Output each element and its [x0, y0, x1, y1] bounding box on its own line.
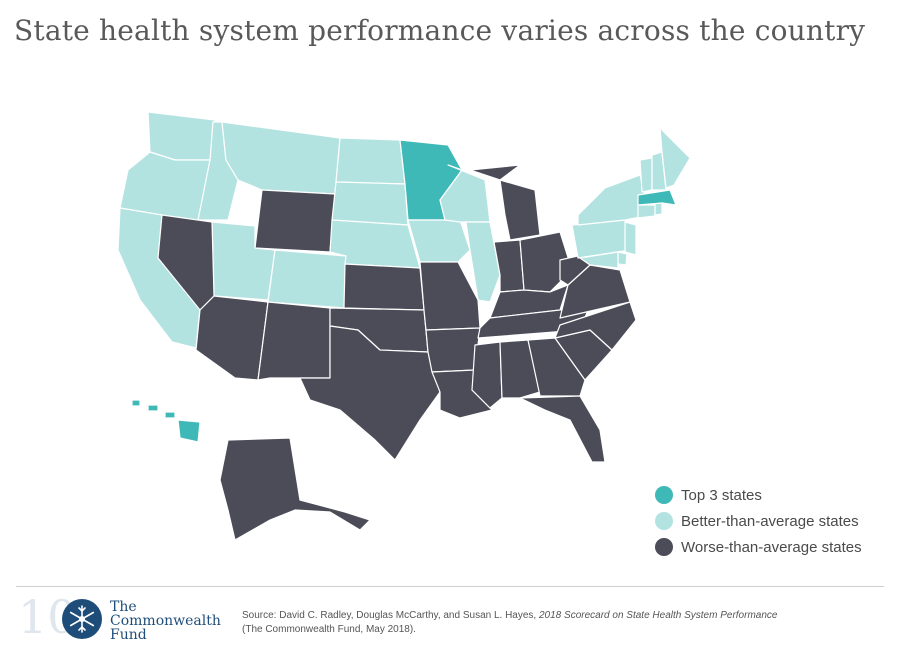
- state-al: [499, 339, 541, 399]
- state-sd: [331, 181, 409, 226]
- state-ia: [407, 219, 471, 263]
- state-ks: [343, 263, 425, 311]
- logo-name-line2: Commonwealth: [110, 613, 221, 629]
- state-me: [659, 127, 691, 189]
- state-ct: [637, 204, 656, 219]
- logo-medallion: [62, 599, 102, 639]
- legend-swatch-worse: [655, 538, 673, 556]
- state-tx: [299, 325, 441, 461]
- commonwealth-fund-logo: 10 The Commonwealth Fund: [18, 594, 228, 644]
- state-mo: [419, 261, 481, 331]
- state-ar: [425, 327, 481, 373]
- legend-swatch-top: [655, 486, 673, 504]
- legend-swatch-better: [655, 512, 673, 530]
- legend-item-top: Top 3 states: [655, 482, 862, 508]
- state-mi: [469, 164, 541, 241]
- legend: Top 3 states Better-than-average states …: [655, 482, 862, 560]
- legend-label-top: Top 3 states: [681, 486, 762, 504]
- state-co: [267, 249, 347, 309]
- state-ms: [471, 341, 503, 409]
- state-md: [579, 251, 619, 269]
- state-nj: [624, 221, 637, 256]
- legend-label-better: Better-than-average states: [681, 512, 859, 530]
- state-ri: [654, 202, 663, 216]
- legend-item-worse: Worse-than-average states: [655, 534, 862, 560]
- state-wi: [439, 164, 491, 223]
- state-wa: [147, 111, 216, 161]
- logo-name-line3: Fund: [110, 627, 147, 643]
- source-suffix: (The Commonwealth Fund, May 2018).: [242, 624, 416, 635]
- state-de: [617, 251, 628, 266]
- legend-label-worse: Worse-than-average states: [681, 538, 862, 556]
- state-in: [493, 239, 525, 293]
- state-fl: [519, 395, 606, 463]
- state-mt: [221, 121, 341, 195]
- legend-item-better: Better-than-average states: [655, 508, 862, 534]
- state-nm: [257, 301, 331, 381]
- snowflake-icon: [69, 605, 95, 633]
- state-ak: [219, 437, 371, 541]
- source-citation: Source: David C. Radley, Douglas McCarth…: [242, 609, 882, 637]
- state-ma: [637, 189, 677, 206]
- source-report-title: 2018 Scorecard on State Health System Pe…: [539, 610, 778, 621]
- state-vt: [639, 157, 653, 193]
- state-ga: [527, 337, 586, 397]
- state-il: [465, 221, 501, 303]
- logo-wordmark: The Commonwealth Fund: [110, 600, 221, 642]
- map-title: State health system performance varies a…: [14, 14, 866, 47]
- state-nd: [335, 137, 406, 185]
- state-wy: [254, 189, 336, 253]
- logo-name-line1: The: [110, 599, 137, 615]
- state-hi: [131, 399, 201, 443]
- source-prefix: Source: David C. Radley, Douglas McCarth…: [242, 610, 539, 621]
- state-az: [195, 295, 269, 381]
- footer-divider: [16, 586, 884, 587]
